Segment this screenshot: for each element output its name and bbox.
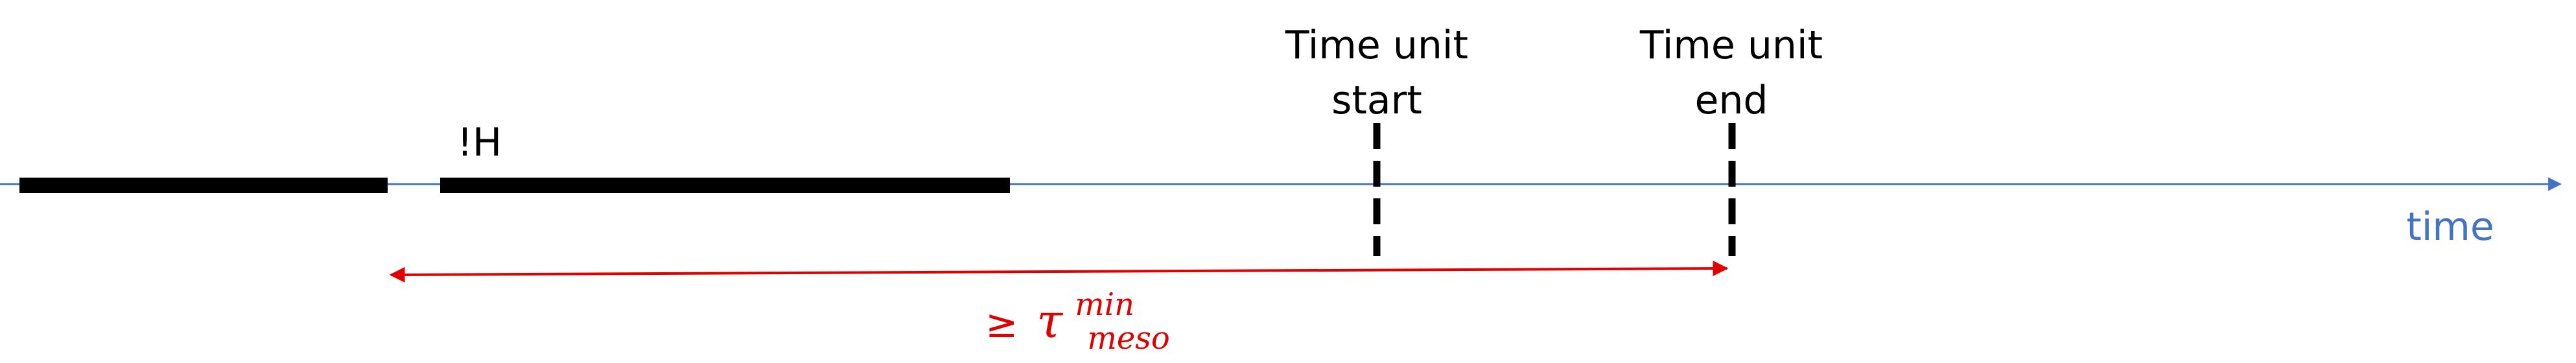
superscript: min [1075,287,1134,323]
duration-label: ≥ τ min meso [985,279,1170,357]
symbol: τ [1036,294,1063,348]
subscript: meso [1087,320,1169,357]
unit-start-label: Time unit [1285,23,1468,68]
unit-end-label: end [1694,78,1768,123]
unit-start-label: start [1331,78,1422,123]
relation: ≥ [985,301,1018,347]
hazard-bar [440,178,1010,193]
axis-label: time [2406,204,2494,250]
hazard-bar [19,178,388,193]
hazard-label: !H [457,120,502,165]
unit-end-label: Time unit [1639,23,1823,68]
duration-arrow [389,261,1729,283]
